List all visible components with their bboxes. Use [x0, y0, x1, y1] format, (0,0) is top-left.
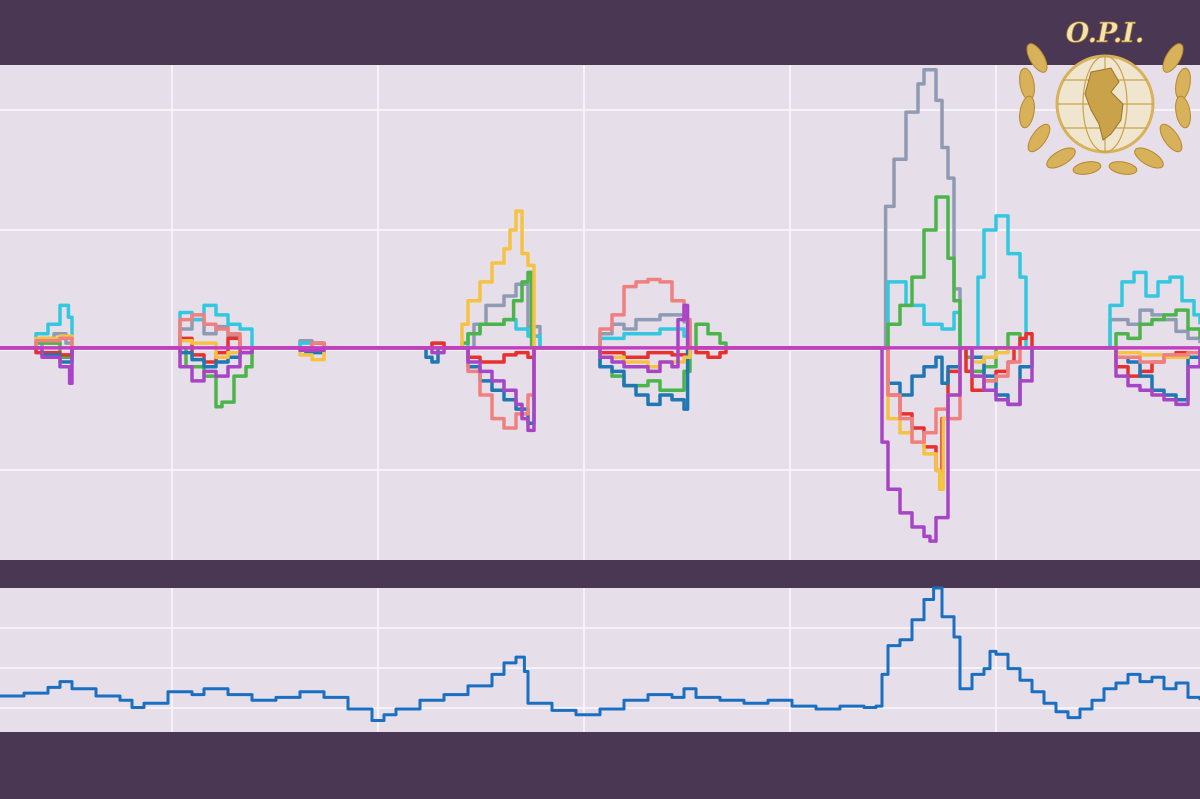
top-plot-background: [0, 65, 1200, 560]
top-series-line-6: [0, 277, 1200, 444]
bottom-series-line-0: [0, 586, 1200, 722]
opi-logo: O.P.I.: [1019, 18, 1191, 175]
bottom-plot-series: [0, 586, 1200, 722]
laurel-wreath-icon: [1019, 43, 1191, 175]
top-plot-series: [0, 67, 1200, 543]
top-plot-gridlines: [0, 65, 1200, 560]
logo-text: O.P.I.: [1066, 18, 1145, 49]
top-series-line-1: [0, 214, 1200, 350]
top-series-line-2: [0, 195, 1200, 409]
globe-icon: [1055, 54, 1155, 154]
top-series-line-7: [0, 303, 1200, 543]
